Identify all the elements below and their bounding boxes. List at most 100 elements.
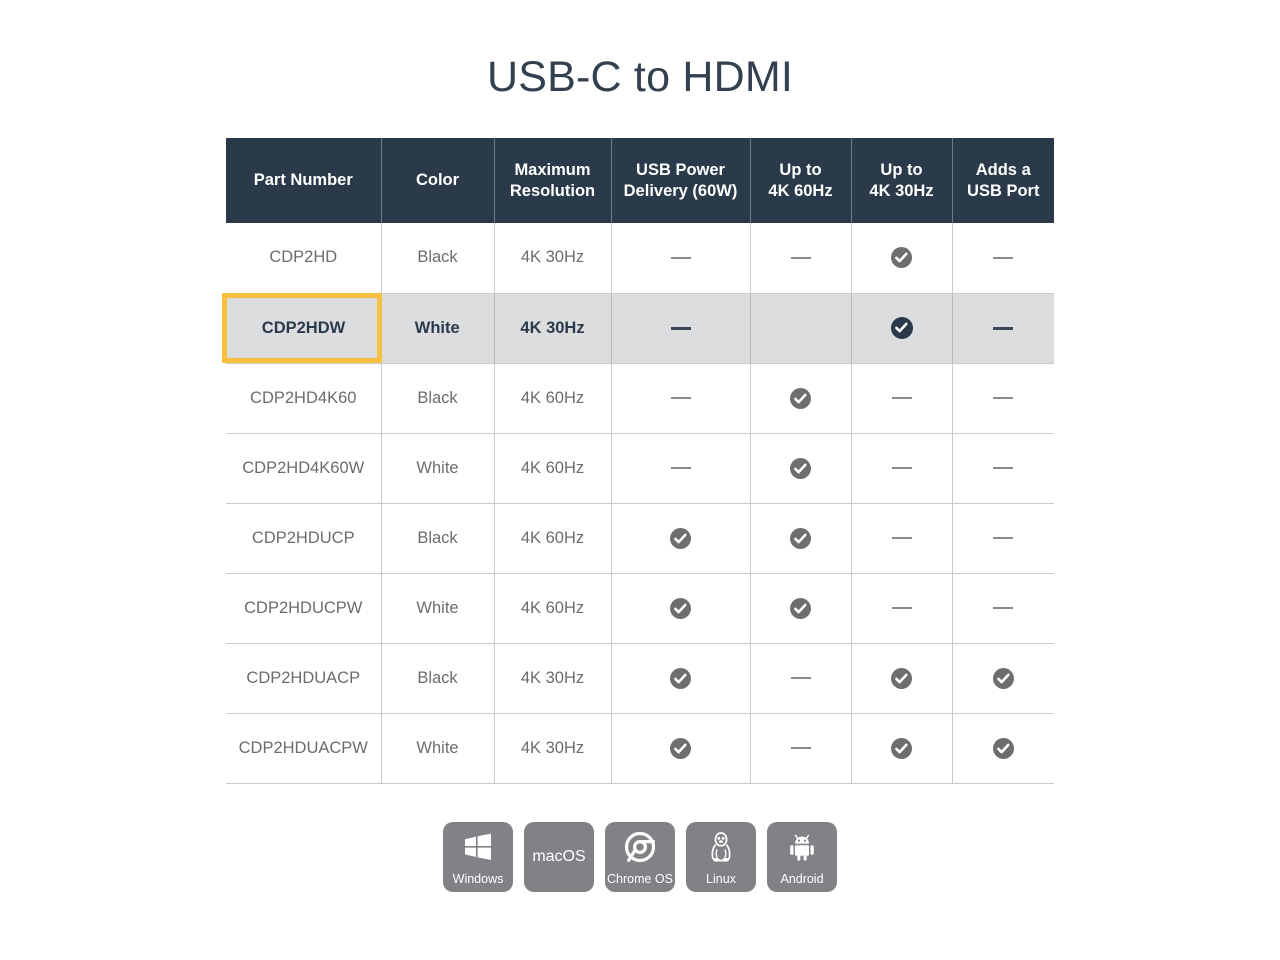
os-badge-label: Windows [452,871,504,886]
cell-adds-usb-port [952,503,1054,574]
cell-maximum-resolution: 4K 30Hz [494,643,612,714]
cell-color: Black [381,643,495,714]
table-row[interactable]: CDP2HD4K60W White 4K 60Hz [226,433,1054,504]
dash-icon [670,397,691,400]
column-header-adds-a-usb-port: Adds a USB Port [952,138,1054,223]
os-support-badges: Windows macOS Chrome OS Linux Android [0,822,1280,892]
dash-icon [670,326,691,330]
check-circle-icon [891,737,912,759]
dash-icon [790,677,811,680]
dash-icon [993,326,1014,330]
check-circle-icon [891,667,912,689]
part-number-label: CDP2HD4K60 [250,388,357,407]
cell-part-number: CDP2HD4K60W [226,433,382,504]
cell-color: White [381,433,495,504]
header-line-2: Delivery (60W) [623,181,738,200]
cell-maximum-resolution: 4K 60Hz [494,573,612,644]
cell-maximum-resolution: 4K 30Hz [494,293,612,364]
part-number-label: CDP2HDW [261,318,346,337]
tux-penguin-icon [686,822,756,873]
part-number-label: CDP2HDUCPW [244,598,363,617]
cell-up-to-4k-60hz [750,503,852,574]
dash-icon [891,397,912,400]
cell-up-to-4k-30hz [851,223,953,294]
cell-up-to-4k-30hz [851,643,953,714]
dash-icon [891,607,912,610]
check-circle-icon [992,667,1014,689]
part-number-label: CDP2HD [269,248,338,267]
cell-up-to-4k-60hz [750,293,852,364]
cell-usb-power-delivery [611,293,751,364]
cell-maximum-resolution: 4K 30Hz [494,713,612,784]
cell-up-to-4k-60hz [750,713,852,784]
os-badge-label: Android [780,871,824,886]
chrome-logo-icon [605,822,675,873]
part-number-label: CDP2HDUACPW [238,738,368,757]
dash-icon [790,256,811,259]
cell-part-number: CDP2HD4K60 [226,363,382,434]
check-circle-icon [790,457,811,479]
cell-maximum-resolution: 4K 60Hz [494,503,612,574]
table-row[interactable]: CDP2HD4K60 Black 4K 60Hz [226,363,1054,434]
table-row[interactable]: CDP2HDW White 4K 30Hz [222,292,1054,364]
windows-logo-icon [443,822,513,873]
table-row[interactable]: CDP2HD Black 4K 30Hz [226,223,1054,294]
compatibility-table: Part Number Color Maximum Resolution USB… [222,138,1054,784]
column-header-up-to-4k-60hz: Up to 4K 60Hz [750,138,852,223]
column-header-part-number: Part Number [226,138,382,223]
cell-color: Black [381,363,495,434]
check-circle-icon [790,527,811,549]
dash-icon [670,256,691,259]
table-row[interactable]: CDP2HDUCPW White 4K 60Hz [226,573,1054,644]
cell-up-to-4k-60hz [750,363,852,434]
tux-penguin-icon [711,832,731,862]
dash-icon [993,467,1014,470]
os-badge-macos: macOS [524,822,594,892]
check-circle-icon [891,247,912,269]
table-header: Part Number Color Maximum Resolution USB… [226,138,1054,223]
cell-adds-usb-port [952,713,1054,784]
part-number-label: CDP2HDUACP [246,668,361,687]
cell-usb-power-delivery [611,643,751,714]
column-header-up-to-4k-30hz: Up to 4K 30Hz [851,138,953,223]
android-robot-icon [790,834,814,861]
check-circle-icon [670,667,691,689]
table-row[interactable]: CDP2HDUACP Black 4K 30Hz [226,643,1054,714]
cell-part-number: CDP2HD [226,223,382,294]
header-line-2: USB Port [967,181,1040,200]
check-circle-icon [790,387,811,409]
table-row[interactable]: CDP2HDUCP Black 4K 60Hz [226,503,1054,574]
table-row[interactable]: CDP2HDUACPW White 4K 30Hz [226,713,1054,784]
column-header-usb-power-delivery: USB Power Delivery (60W) [611,138,751,223]
dash-icon [891,537,912,540]
cell-adds-usb-port [952,573,1054,644]
cell-usb-power-delivery [611,223,751,294]
cell-color: White [381,573,495,644]
page-title: USB-C to HDMI [486,53,793,101]
check-circle-icon [790,597,811,619]
cell-maximum-resolution: 4K 60Hz [494,363,612,434]
header-line-1: Up to [779,160,822,179]
dash-icon [993,256,1014,259]
cell-maximum-resolution: 4K 60Hz [494,433,612,504]
check-circle-icon [670,527,691,549]
check-circle-icon [890,317,913,339]
os-badge-chrome-os: Chrome OS [605,822,675,892]
cell-up-to-4k-30hz [851,573,953,644]
dash-icon [670,467,691,470]
check-circle-icon [670,737,691,759]
cell-part-number: CDP2HDW [222,292,382,364]
check-circle-icon [670,597,691,619]
cell-adds-usb-port [952,363,1054,434]
header-line-1: Up to [880,160,923,179]
header-line-2: 4K 60Hz [768,181,833,200]
android-robot-icon [767,822,837,873]
table-header-row: Part Number Color Maximum Resolution USB… [226,138,1054,223]
header-line-1: USB Power [636,160,725,179]
chrome-logo-icon [625,832,655,863]
cell-up-to-4k-30hz [851,363,953,434]
compatibility-table-container: Part Number Color Maximum Resolution USB… [222,138,1054,784]
cell-up-to-4k-30hz [851,293,953,364]
os-badge-android: Android [767,822,837,892]
cell-part-number: CDP2HDUACPW [226,713,382,784]
